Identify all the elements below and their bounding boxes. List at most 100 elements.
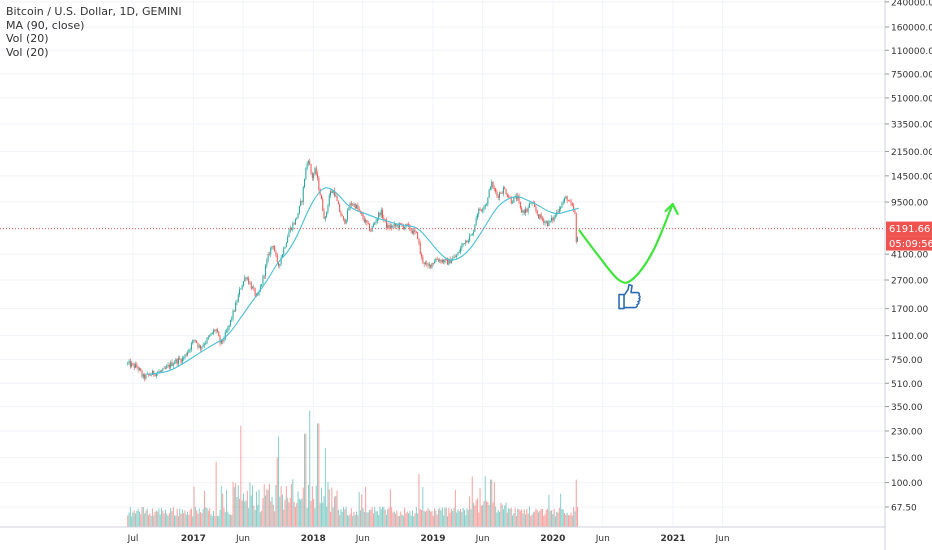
price-candle bbox=[133, 363, 135, 371]
volume-bar bbox=[534, 511, 536, 527]
price-candle bbox=[138, 367, 140, 372]
price-candle bbox=[428, 262, 430, 269]
price-candle bbox=[476, 212, 478, 221]
volume-bar bbox=[469, 496, 471, 527]
volume-bar bbox=[439, 508, 441, 527]
volume-bar bbox=[174, 515, 176, 527]
price-candle bbox=[180, 358, 182, 365]
price-candle bbox=[310, 163, 312, 175]
price-candle bbox=[363, 216, 365, 223]
volume-bar bbox=[289, 497, 291, 527]
price-candle bbox=[443, 259, 445, 265]
volume-bar bbox=[287, 497, 289, 527]
price-candle bbox=[424, 260, 426, 266]
price-candle bbox=[271, 245, 273, 251]
price-candle bbox=[526, 207, 528, 213]
price-candle bbox=[502, 185, 504, 197]
volume-bar bbox=[574, 511, 576, 527]
price-candle bbox=[411, 228, 413, 235]
price-candle bbox=[213, 328, 215, 336]
volume-bar bbox=[382, 507, 384, 527]
volume-bar bbox=[409, 511, 411, 527]
price-candle bbox=[317, 171, 319, 181]
price-candle bbox=[376, 218, 378, 224]
y-tick-label: 51000.00 bbox=[891, 94, 932, 104]
price-candle bbox=[441, 258, 443, 264]
price-candle bbox=[414, 228, 416, 235]
volume-bar bbox=[463, 509, 465, 527]
price-candle bbox=[242, 280, 244, 287]
price-candle bbox=[465, 239, 467, 247]
volume-bar bbox=[294, 506, 296, 527]
volume-bar bbox=[545, 509, 547, 527]
volume-bar bbox=[211, 516, 213, 527]
volume-bar bbox=[443, 515, 445, 527]
price-candle bbox=[128, 359, 130, 365]
volume-bar bbox=[239, 498, 241, 527]
price-candle bbox=[205, 340, 207, 346]
price-candle bbox=[558, 206, 560, 215]
projection-curve bbox=[578, 202, 674, 284]
volume-bar bbox=[391, 507, 393, 527]
price-candle bbox=[249, 280, 251, 285]
current-price-label: 6191.66 bbox=[889, 224, 930, 235]
volume-bar bbox=[328, 489, 330, 527]
price-candle bbox=[185, 352, 187, 357]
price-candle bbox=[547, 220, 549, 228]
price-candle bbox=[236, 299, 238, 306]
volume-bar bbox=[224, 512, 226, 527]
volume-bar bbox=[271, 496, 273, 527]
volume-bar bbox=[249, 482, 251, 527]
volume-bar bbox=[544, 514, 546, 527]
price-candle bbox=[357, 202, 359, 212]
volume-bar bbox=[296, 503, 298, 527]
volume-indicator-label-2[interactable]: Vol (20) bbox=[6, 45, 49, 59]
volume-bar bbox=[522, 513, 524, 527]
ma-indicator-label[interactable]: MA (90, close) bbox=[6, 18, 85, 32]
price-candle bbox=[324, 215, 326, 222]
price-candle bbox=[417, 232, 419, 240]
volume-bar bbox=[129, 507, 131, 527]
volume-bar bbox=[471, 476, 473, 527]
volume-bar bbox=[180, 513, 182, 527]
price-candle bbox=[261, 284, 263, 287]
volume-bar bbox=[444, 507, 446, 527]
volume-bar bbox=[304, 433, 306, 527]
volume-bar bbox=[272, 504, 274, 527]
grid-lines bbox=[0, 0, 885, 527]
volume-bar bbox=[144, 513, 146, 527]
y-tick-label: 21500.00 bbox=[891, 148, 932, 158]
volume-bar bbox=[310, 501, 312, 527]
price-candle bbox=[513, 197, 515, 203]
volume-bar bbox=[327, 482, 329, 527]
price-candle bbox=[379, 211, 381, 217]
volume-bar bbox=[298, 498, 300, 527]
volume-bar bbox=[495, 506, 497, 527]
price-candle bbox=[541, 215, 543, 222]
volume-bar bbox=[219, 509, 221, 527]
price-candle bbox=[567, 199, 569, 202]
volume-bar bbox=[547, 508, 549, 527]
volume-bar bbox=[379, 506, 381, 527]
price-candle bbox=[263, 275, 265, 279]
volume-bar bbox=[502, 509, 504, 527]
y-tick-label: 350.00 bbox=[891, 403, 923, 413]
price-candle bbox=[222, 339, 224, 345]
volume-bar bbox=[389, 489, 391, 527]
price-candle bbox=[564, 196, 566, 204]
volume-bar bbox=[270, 501, 272, 527]
countdown-label: 05:09:56 bbox=[889, 239, 932, 250]
volume-bar bbox=[515, 516, 517, 527]
price-candle bbox=[496, 189, 498, 199]
volume-bar bbox=[478, 512, 480, 527]
price-candle bbox=[571, 202, 573, 207]
volume-bar bbox=[131, 516, 133, 527]
ma-line bbox=[147, 187, 579, 375]
volume-indicator-label[interactable]: Vol (20) bbox=[6, 32, 49, 45]
price-candle bbox=[192, 339, 194, 345]
volume-bar bbox=[500, 502, 502, 527]
price-candle bbox=[250, 280, 252, 291]
price-candle bbox=[129, 358, 131, 369]
volume-bar bbox=[311, 486, 313, 527]
